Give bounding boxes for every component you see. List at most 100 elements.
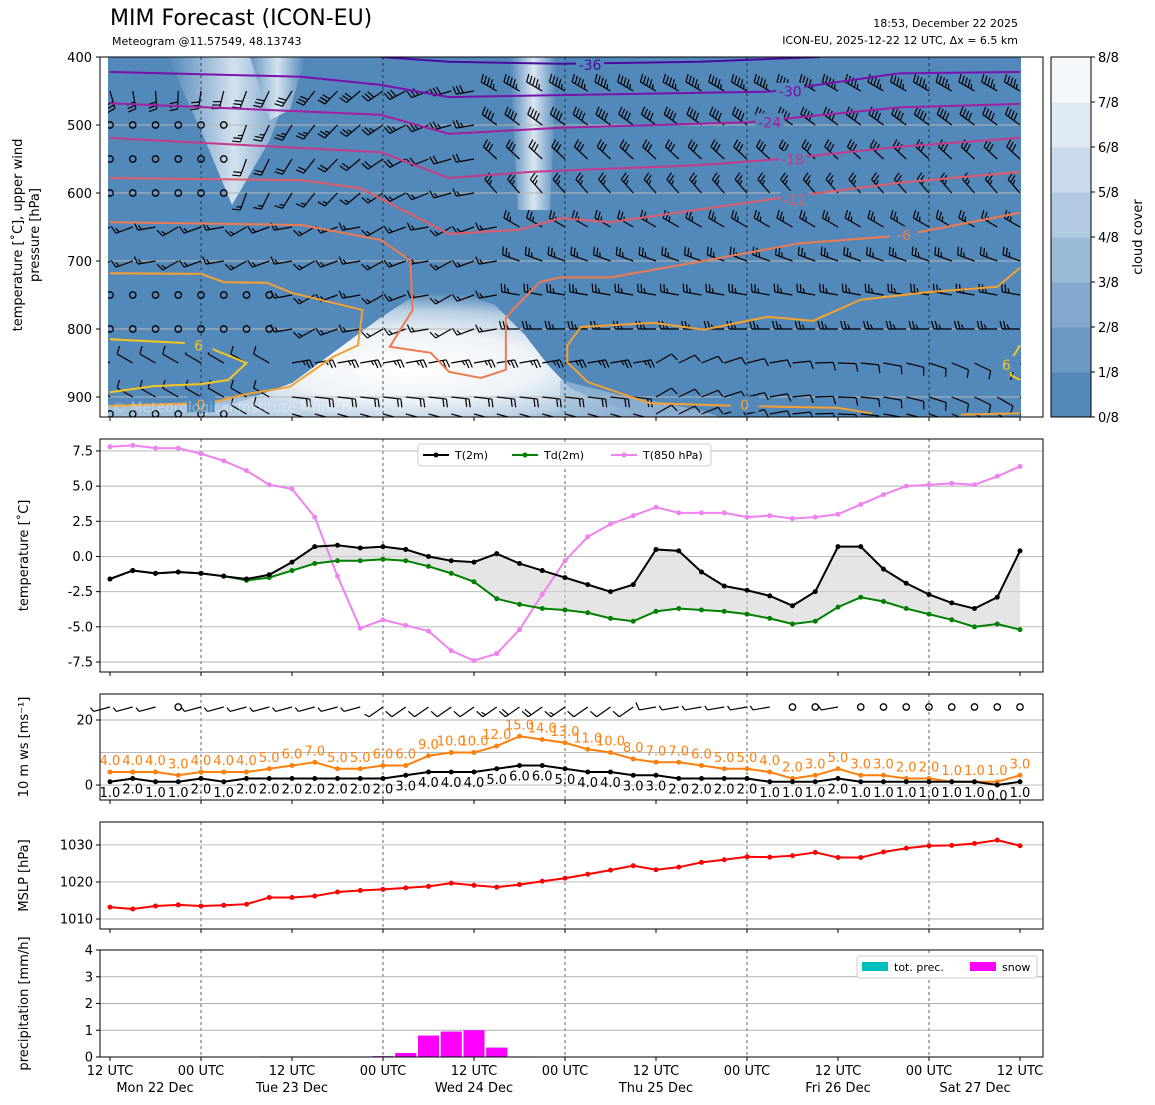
barb-feather xyxy=(452,188,457,197)
barb-staff xyxy=(473,413,488,417)
barb-staff xyxy=(207,706,224,712)
windspeed-value-label: 3.0 xyxy=(623,779,644,794)
data-point xyxy=(903,580,909,586)
barb-feather xyxy=(506,211,510,220)
barb-feather xyxy=(354,359,360,368)
data-point xyxy=(494,884,500,890)
barb-feather xyxy=(1006,75,1011,84)
barb-feather xyxy=(574,324,578,330)
barb-feather xyxy=(893,172,900,180)
data-point xyxy=(994,621,1000,627)
barb-feather xyxy=(319,164,328,170)
barb-feather xyxy=(643,172,650,180)
windspeed-value-label: 4.0 xyxy=(464,776,485,791)
barb-feather xyxy=(889,320,893,330)
barb-feather xyxy=(512,112,518,121)
barb-feather xyxy=(915,324,919,330)
barb-feather xyxy=(873,174,880,183)
barb-staff xyxy=(837,362,857,365)
data-point xyxy=(767,615,773,621)
data-point xyxy=(721,776,727,782)
barb-feather xyxy=(809,394,814,404)
barb-feather xyxy=(874,110,879,119)
barb-feather xyxy=(915,75,920,84)
data-point xyxy=(608,750,613,756)
barb-feather xyxy=(862,320,867,330)
barb-feather xyxy=(1009,77,1014,86)
barb-feather xyxy=(621,108,626,117)
barb-feather xyxy=(908,320,912,330)
y-tick-label: 1030 xyxy=(60,838,93,853)
barb-feather xyxy=(183,227,188,233)
barb-feather xyxy=(937,247,940,257)
barb-staff xyxy=(610,413,625,417)
barb-feather xyxy=(502,320,506,330)
barb-feather xyxy=(298,132,307,137)
barb-feather xyxy=(714,77,718,86)
y-tick-label: 700 xyxy=(67,255,92,270)
barb-feather xyxy=(687,247,690,257)
barb-feather xyxy=(487,398,491,407)
data-point xyxy=(289,559,295,565)
data-point xyxy=(517,763,522,769)
data-point xyxy=(494,743,500,749)
barb-staff xyxy=(821,706,839,711)
windspeed-value-label: 3.0 xyxy=(646,779,667,794)
barb-feather xyxy=(988,144,994,152)
data-point xyxy=(357,766,363,772)
barb-feather xyxy=(984,75,988,84)
barb-feather xyxy=(957,320,961,330)
barb-feather xyxy=(981,73,985,83)
data-point xyxy=(881,492,886,498)
barb-feather xyxy=(110,225,117,234)
barb-feather xyxy=(784,180,788,185)
windspeed-value-label: 4.0 xyxy=(577,776,598,791)
data-point xyxy=(790,603,795,609)
barb-feather xyxy=(361,163,369,170)
barb-feather xyxy=(825,172,832,180)
barb-feather xyxy=(94,380,96,388)
barb-feather xyxy=(620,288,623,294)
barb-feather xyxy=(868,284,870,293)
barb-feather xyxy=(575,172,582,180)
gust-value-label: 1.0 xyxy=(964,764,985,779)
barb-feather xyxy=(623,110,629,119)
gust-value-label: 4.0 xyxy=(122,754,143,769)
gust-value-label: 14.0 xyxy=(528,722,557,737)
barb-feather xyxy=(887,283,890,292)
barb-feather xyxy=(544,710,552,718)
data-point xyxy=(244,901,249,907)
barb-feather xyxy=(480,73,485,83)
barb-feather xyxy=(824,75,829,84)
barb-feather xyxy=(843,320,847,330)
data-point xyxy=(653,759,659,765)
barb-feather xyxy=(456,191,461,196)
barb-feather xyxy=(667,141,673,150)
barb-staff xyxy=(928,362,947,370)
barb-feather xyxy=(549,106,555,115)
data-point xyxy=(699,776,704,782)
barb-feather xyxy=(270,256,275,265)
barb-feather xyxy=(294,707,299,712)
data-point xyxy=(812,589,818,595)
barb-feather xyxy=(776,209,780,219)
data-point xyxy=(107,904,113,910)
barb-feather xyxy=(232,140,241,143)
barb-feather xyxy=(984,288,987,294)
barb-feather xyxy=(498,320,503,330)
barb-feather xyxy=(419,360,424,369)
contour-label: -36 xyxy=(579,58,602,74)
data-point xyxy=(517,601,522,607)
barb-feather xyxy=(366,230,371,235)
x-date-label: Fri 26 Dec xyxy=(805,1081,870,1096)
barb-feather xyxy=(432,155,438,164)
barb-feather xyxy=(1006,324,1010,330)
windspeed-value-label: 4.0 xyxy=(418,776,439,791)
calm-circle xyxy=(128,291,137,299)
calm-circle xyxy=(219,410,228,417)
barb-feather xyxy=(961,75,965,84)
barb-feather xyxy=(758,141,764,150)
barb-feather xyxy=(254,135,264,139)
barb-feather xyxy=(414,125,419,130)
